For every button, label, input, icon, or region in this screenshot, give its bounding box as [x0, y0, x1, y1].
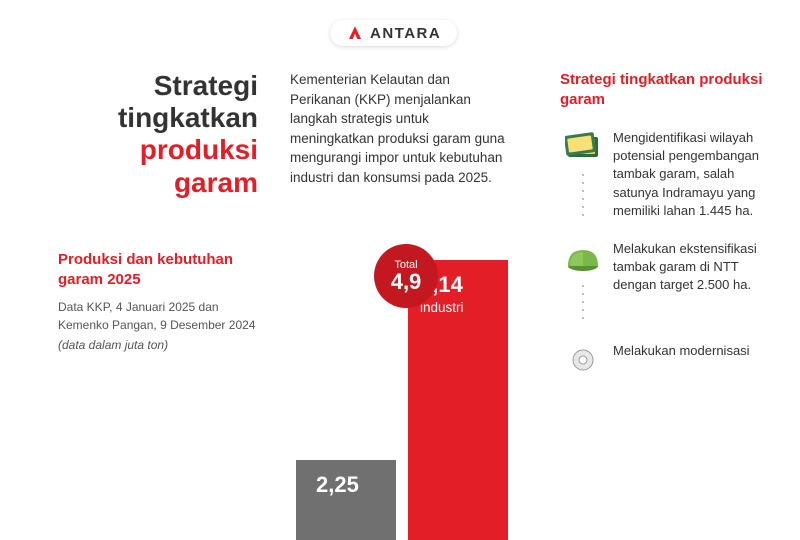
strategy-item: Mengidentifikasi wilayah potensial penge…	[560, 129, 780, 220]
title-line-2: tingkatkan	[58, 102, 258, 134]
total-badge: Total 4,9	[374, 244, 438, 308]
strategy-item: Melakukan modernisasi	[560, 342, 780, 378]
source-text: Data KKP, 4 Januari 2025 dan Kemenko Pan…	[58, 300, 255, 332]
title-line-3: produksi	[58, 134, 258, 166]
bar-gray-value: 2,25	[316, 472, 359, 498]
money-icon	[565, 129, 601, 165]
logo: ANTARA	[330, 20, 457, 46]
bar-red-label: industri	[420, 300, 464, 315]
antara-logo-icon	[346, 24, 364, 42]
strategy-text: Mengidentifikasi wilayah potensial penge…	[605, 129, 780, 220]
title-line-1: Strategi	[58, 70, 258, 102]
main-title: Strategi tingkatkan produksi garam	[58, 70, 258, 199]
connector-dots	[582, 171, 584, 220]
icon-column	[560, 240, 605, 322]
strategy-item: Melakukan ekstensifikasi tambak garam di…	[560, 240, 780, 322]
data-unit: (data dalam juta ton)	[58, 336, 268, 354]
dome-icon	[565, 240, 601, 276]
icon-column	[560, 129, 605, 220]
bar-chart: 3,14 industri 2,25 Total 4,9	[288, 260, 513, 540]
strategies-column: Strategi tingkatkan produksi garam Mengi…	[560, 70, 780, 398]
title-line-4: garam	[58, 167, 258, 199]
strategy-text: Melakukan ekstensifikasi tambak garam di…	[605, 240, 780, 322]
icon-column	[560, 342, 605, 378]
connector-dots	[582, 282, 584, 322]
logo-text: ANTARA	[370, 25, 441, 42]
strategies-title: Strategi tingkatkan produksi garam	[560, 70, 780, 109]
production-section-title: Produksi dan kebutuhan garam 2025	[58, 250, 258, 289]
gear-icon	[565, 342, 601, 378]
total-value: 4,9	[391, 271, 422, 293]
data-source: Data KKP, 4 Januari 2025 dan Kemenko Pan…	[58, 298, 268, 354]
intro-paragraph: Kementerian Kelautan dan Perikanan (KKP)…	[290, 70, 510, 187]
strategy-text: Melakukan modernisasi	[605, 342, 750, 378]
